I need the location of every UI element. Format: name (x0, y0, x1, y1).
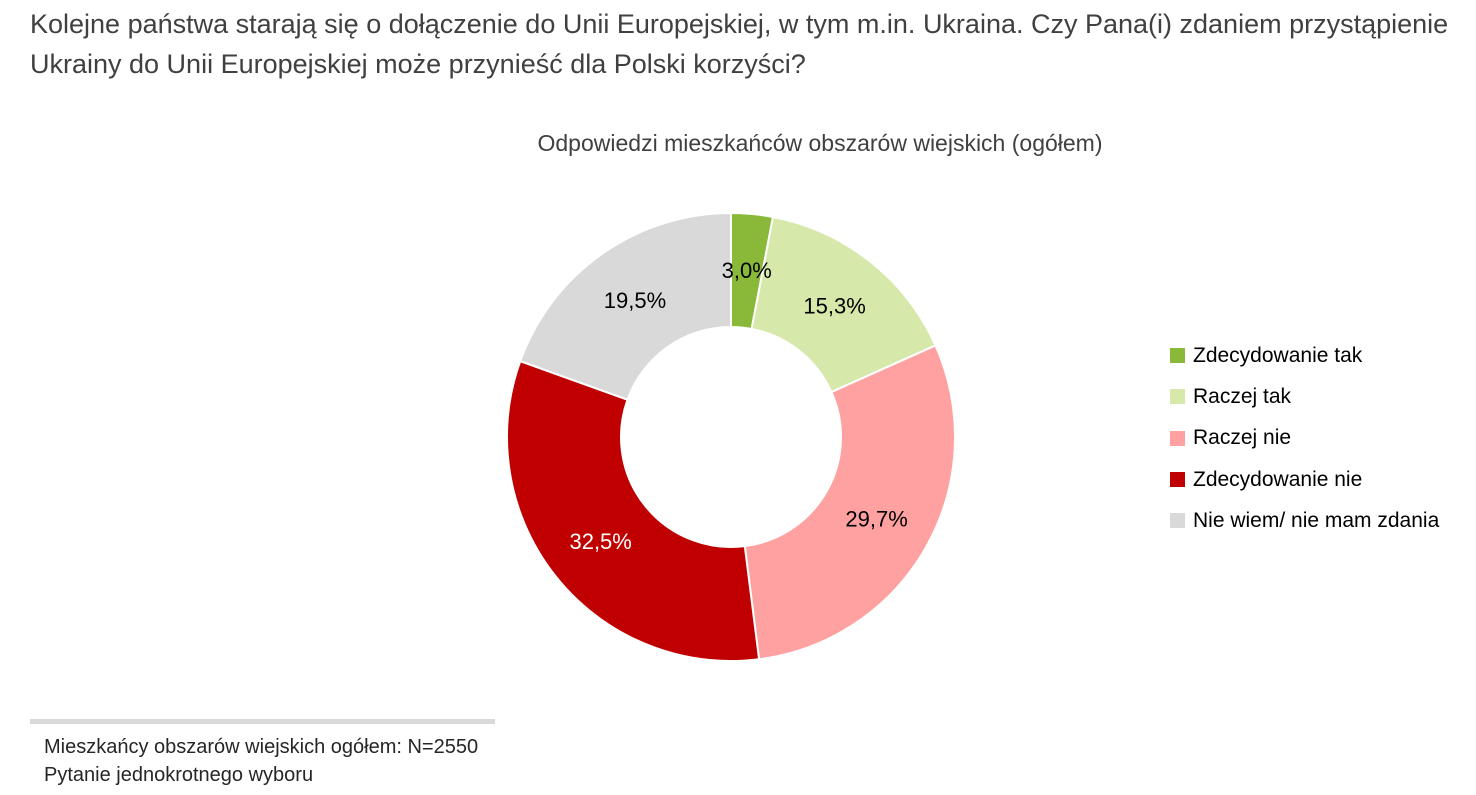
legend-swatch (1170, 389, 1185, 405)
footnotes: Mieszkańcy obszarów wiejskich ogółem: N=… (44, 733, 478, 789)
legend-swatch (1170, 472, 1185, 488)
legend-label: Nie wiem/ nie mam zdania (1193, 508, 1440, 532)
legend-label: Raczej nie (1193, 426, 1292, 450)
legend-item-zdecydowanie-nie: Zdecydowanie nie (1170, 459, 1439, 500)
legend-label: Raczej tak (1193, 384, 1292, 408)
slice-zdecydowanie-nie (506, 359, 761, 662)
value-label-raczej-nie: 29,7% (845, 506, 907, 531)
value-label-zdecydowanie-nie: 32,5% (569, 529, 631, 554)
footer-divider (30, 719, 495, 724)
question-title: Kolejne państwa starają się o dołączenie… (30, 9, 1449, 79)
legend-swatch (1170, 513, 1185, 529)
footnote-question-type: Pytanie jednokrotnego wyboru (44, 764, 314, 786)
slice-raczej-tak (750, 215, 937, 394)
legend-item-raczej-nie: Raczej nie (1170, 418, 1439, 459)
legend-swatch (1170, 430, 1185, 446)
chart-legend: Zdecydowanie tak Raczej tak Raczej nie Zdec… (1170, 335, 1439, 541)
slice-nie-wiem-nie-mam-zdania (518, 211, 732, 402)
legend-label: Zdecydowanie nie (1193, 467, 1363, 491)
donut-value-labels: 3,0% 15,3% 29,7% 32,5% 19,5% (569, 258, 907, 554)
legend-label: Zdecydowanie tak (1193, 343, 1363, 367)
chart-title: Odpowiedzi mieszkańców obszarów wiejskic… (537, 130, 1103, 156)
legend-item-zdecydowanie-tak: Zdecydowanie tak (1170, 335, 1439, 376)
slice-raczej-nie (743, 344, 956, 661)
legend-item-nie-wiem-nie-mam-zdania: Nie wiem/ nie mam zdania (1170, 500, 1439, 541)
value-label-zdecydowanie-tak: 3,0% (722, 258, 772, 283)
legend-item-raczej-tak: Raczej tak (1170, 376, 1439, 417)
footnote-sample-size: Mieszkańcy obszarów wiejskich ogółem: N=… (44, 736, 479, 758)
value-label-nie-wiem-nie-mam-zdania: 19,5% (604, 288, 666, 313)
value-label-raczej-tak: 15,3% (803, 294, 865, 319)
legend-swatch (1170, 348, 1185, 364)
donut-slices (506, 211, 956, 662)
